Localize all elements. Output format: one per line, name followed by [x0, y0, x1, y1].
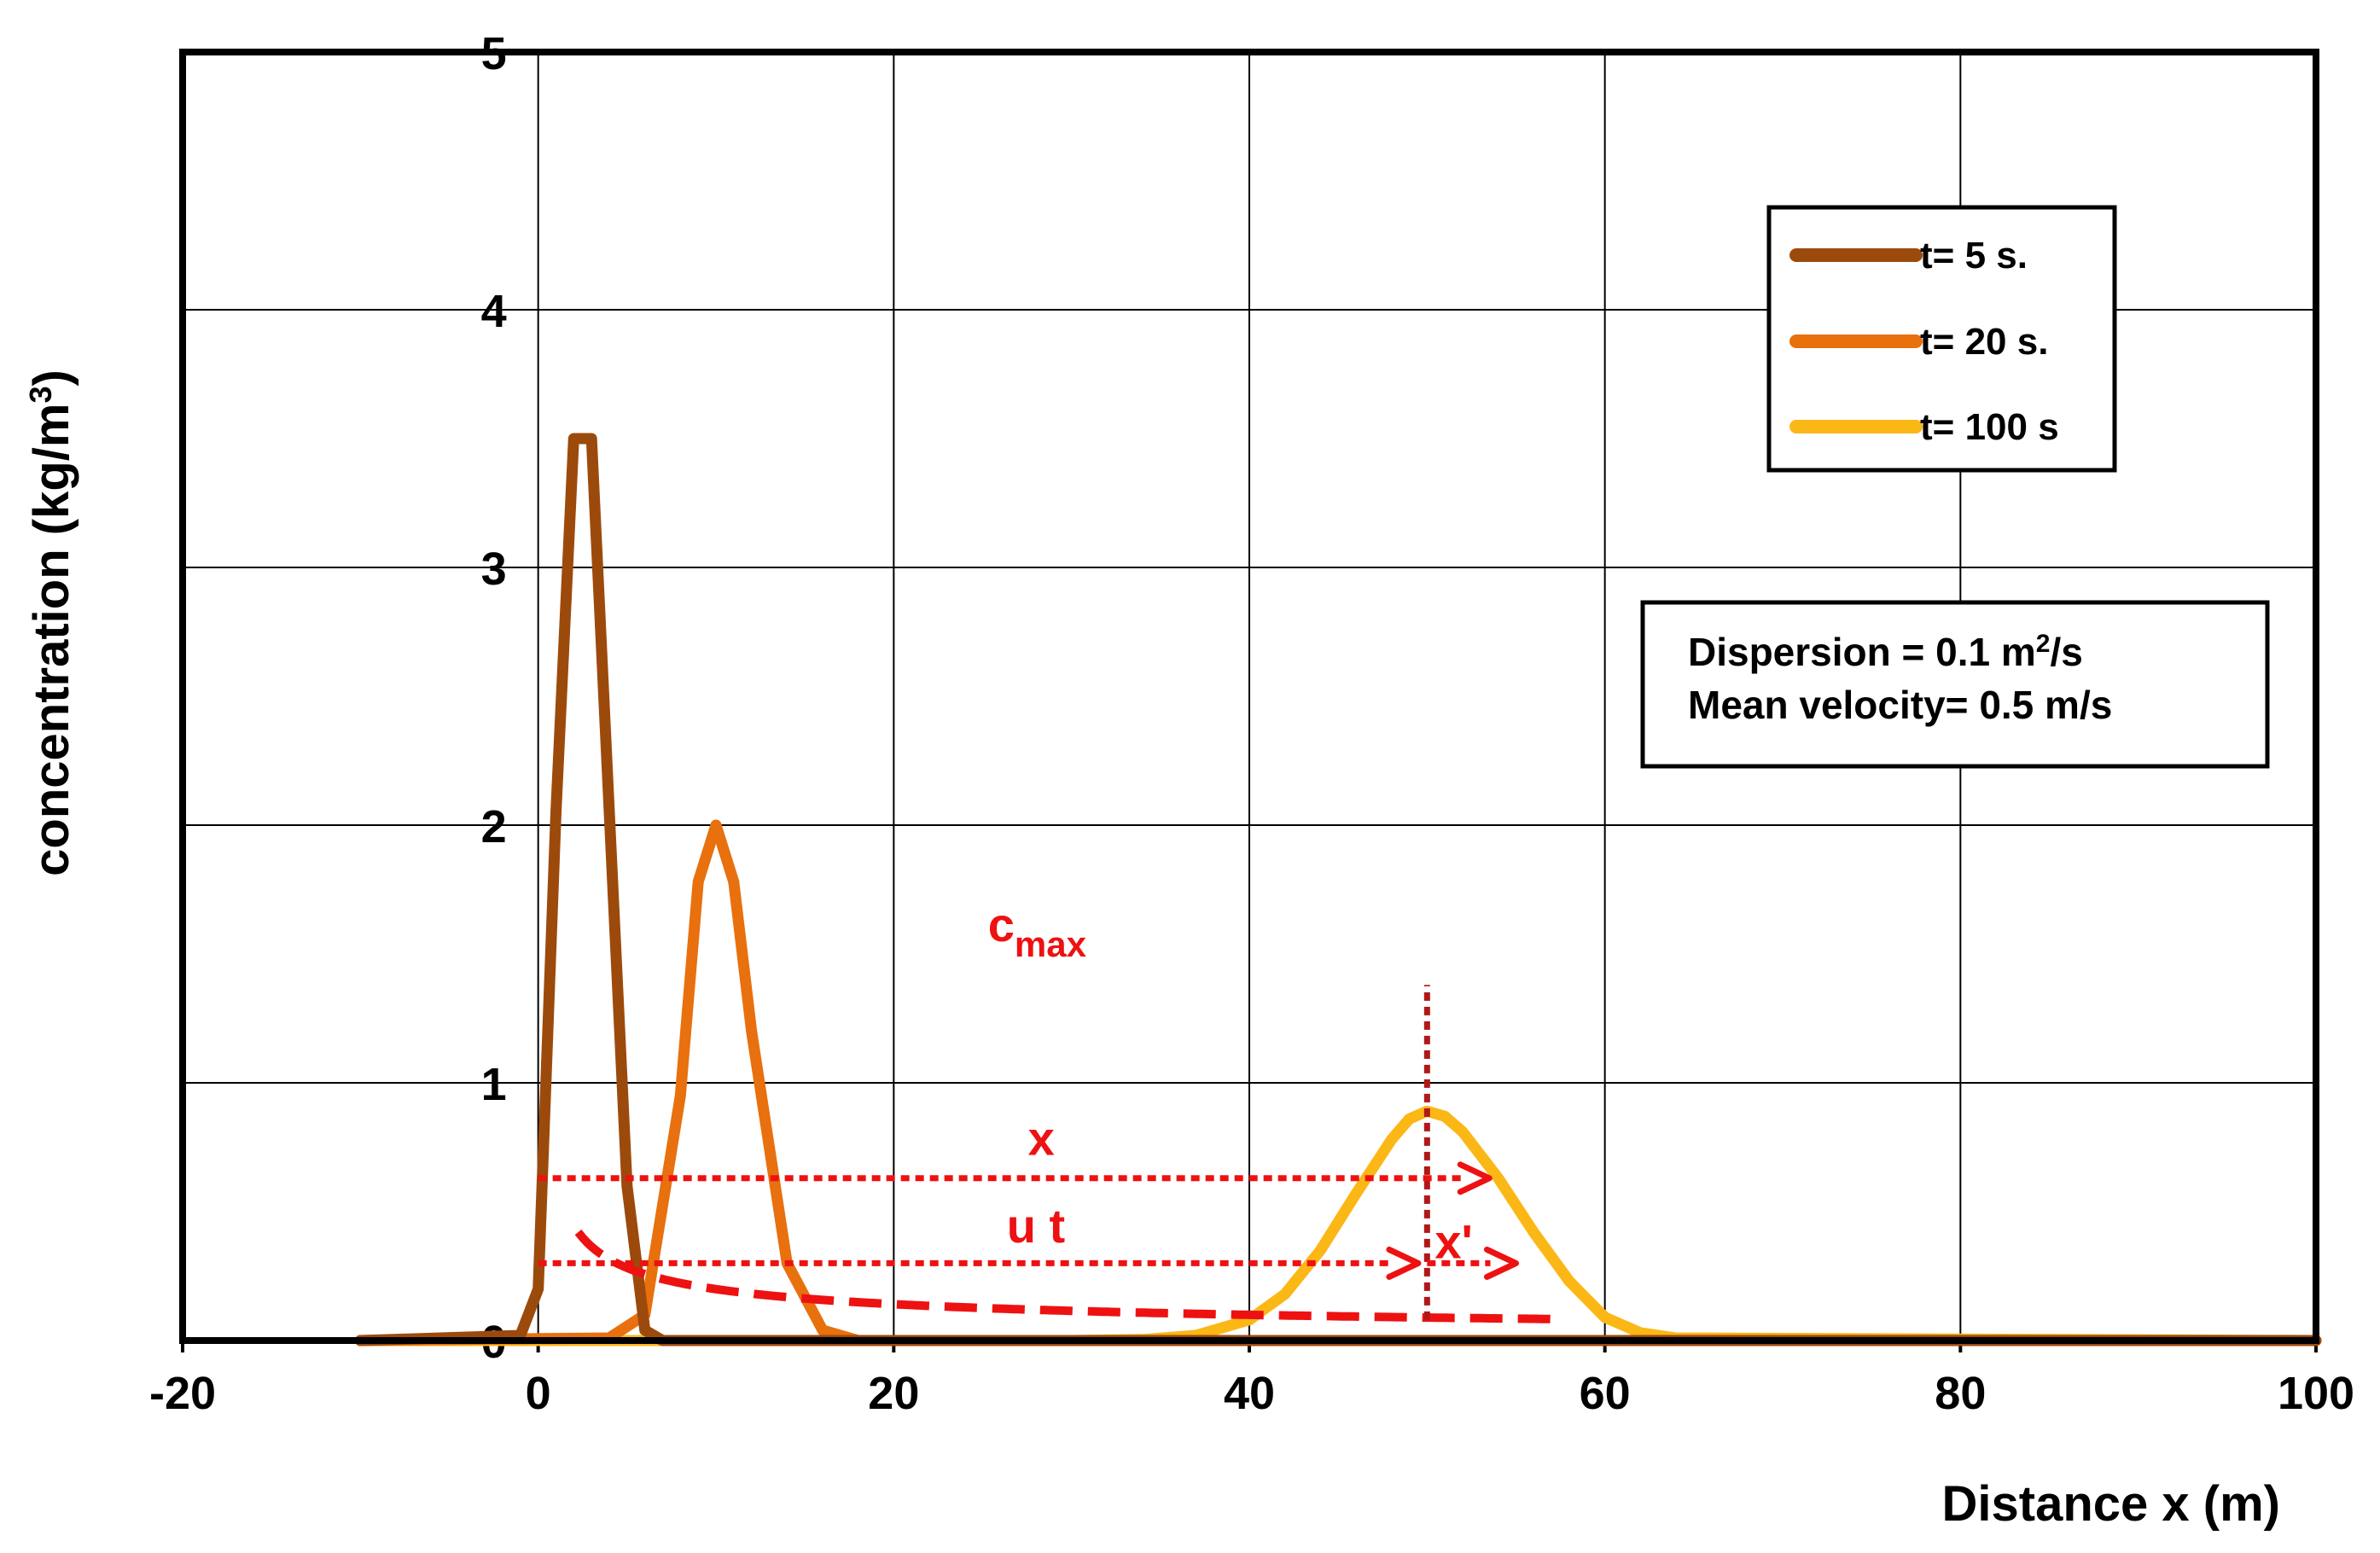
cmax-label-sub: max [1015, 924, 1087, 964]
cmax-label-base: c [988, 898, 1015, 951]
y-axis-title-sup: 3 [23, 387, 58, 404]
x-tick-label: 80 [1935, 1368, 1986, 1419]
legend-label-t100: t= 100 s [1920, 406, 2059, 448]
parameter-box-frame [1640, 600, 2270, 769]
arrow-x-head [1457, 1161, 1493, 1195]
x-tick-label: 20 [868, 1368, 919, 1419]
x-tick-label: 40 [1224, 1368, 1275, 1419]
y-axis-title-base: concentration (kg/m [24, 404, 79, 876]
arrow-ut-label: u t [1007, 1199, 1065, 1253]
dispersion-text: Dispersion = 0.1 m2/s [1688, 630, 2083, 674]
series-line-t100 [354, 1105, 2322, 1347]
arrow-xprime-head [1484, 1246, 1519, 1280]
cmax-label: cmax [988, 898, 1087, 964]
parameter-box: Dispersion = 0.1 m2/s Mean velocity= 0.5… [1640, 600, 2270, 769]
cmax-layer: cmax [574, 898, 1552, 1323]
y-axis-title-end: ) [24, 369, 79, 386]
dispersion-text-end: /s [2050, 630, 2082, 674]
legend-label-t20: t= 20 s. [1920, 321, 2048, 363]
x-tick-label: -20 [149, 1368, 216, 1419]
plot-area-border [179, 49, 2319, 1344]
legend-label-t5: t= 5 s. [1920, 235, 2028, 276]
arrow-ut-head [1386, 1246, 1422, 1280]
x-tick-label: 60 [1580, 1368, 1631, 1419]
cmax-curve [574, 1229, 1552, 1323]
x-axis-title: Distance x (m) [1942, 1476, 2280, 1532]
y-tick-label: 1 [481, 1059, 507, 1110]
y-tick-label: 3 [481, 544, 507, 595]
dispersion-text-base: Dispersion = 0.1 m [1688, 630, 2036, 674]
x-tick-label: 100 [2278, 1368, 2354, 1419]
velocity-text: Mean velocity= 0.5 m/s [1688, 683, 2112, 727]
x-tick-label: 0 [526, 1368, 551, 1419]
dispersion-text-sup: 2 [2036, 630, 2051, 658]
arrow-x-label: x [1028, 1112, 1055, 1166]
x-axis-ticks: -20 0 20 40 60 80 100 [149, 1341, 2354, 1419]
annotation-layer: x u t x' [538, 985, 1519, 1320]
y-tick-label: 4 [481, 286, 507, 337]
y-tick-label: 2 [481, 801, 507, 852]
y-axis-title: concentration (kg/m3) [23, 369, 79, 876]
legend: t= 5 s. t= 20 s. t= 100 s [1766, 205, 2117, 473]
arrow-xprime-label: x' [1434, 1214, 1472, 1268]
